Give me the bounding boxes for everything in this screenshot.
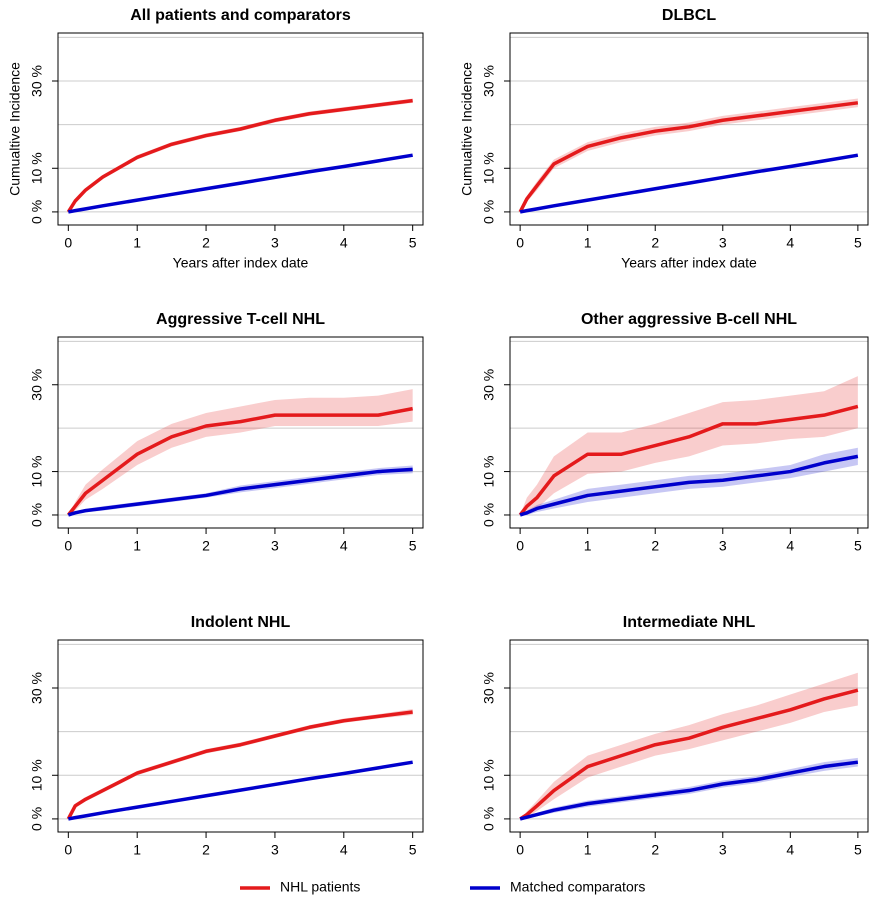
x-tick-label: 5 bbox=[854, 842, 862, 858]
y-tick-label: 10 % bbox=[481, 152, 497, 184]
y-tick-label: 10 % bbox=[481, 456, 497, 488]
x-tick-label: 2 bbox=[651, 842, 659, 858]
legend-label: NHL patients bbox=[280, 879, 360, 895]
panel-title: Intermediate NHL bbox=[623, 614, 756, 631]
y-tick-label: 30 % bbox=[29, 672, 45, 704]
y-tick-label: 10 % bbox=[481, 759, 497, 791]
panel: 0 1 2 3 4 5 0 % 10 % 30 % All patients and compar… bbox=[7, 7, 424, 271]
incidence-line bbox=[518, 404, 859, 517]
x-tick-label: 3 bbox=[271, 842, 279, 858]
x-tick-label: 0 bbox=[64, 842, 72, 858]
y-tick-label: 0 % bbox=[481, 200, 497, 224]
y-tick-label: 30 % bbox=[481, 672, 497, 704]
x-tick-label: 0 bbox=[516, 842, 524, 858]
confidence-band bbox=[520, 672, 858, 819]
x-tick-label: 5 bbox=[409, 538, 417, 554]
y-tick-label: 10 % bbox=[29, 456, 45, 488]
x-tick-label: 4 bbox=[786, 235, 794, 251]
plot-frame bbox=[509, 639, 869, 833]
panel: 0 1 2 3 4 5 0 % 10 % 30 % Aggressive T-cell NHL bbox=[29, 311, 424, 554]
incidence-line bbox=[518, 101, 859, 213]
incidence-line bbox=[519, 153, 859, 214]
x-tick-label: 4 bbox=[786, 842, 794, 858]
incidence-line bbox=[68, 760, 413, 821]
x-tick-label: 5 bbox=[409, 235, 417, 251]
y-tick-label: 0 % bbox=[29, 503, 45, 527]
y-axis-label: Cumualtive Incidence bbox=[7, 62, 23, 196]
legend: NHL patients Matched comparators bbox=[240, 879, 645, 895]
x-tick-label: 1 bbox=[133, 842, 141, 858]
plot-frame bbox=[57, 639, 424, 833]
x-tick-label: 5 bbox=[854, 538, 862, 554]
x-tick-label: 4 bbox=[340, 538, 348, 554]
y-tick-label: 0 % bbox=[29, 807, 45, 831]
x-tick-label: 0 bbox=[516, 235, 524, 251]
panel: 0 1 2 3 4 5 0 % 10 % 30 % Indolent NHL bbox=[29, 614, 424, 858]
x-tick-label: 3 bbox=[719, 842, 727, 858]
plot-frame bbox=[57, 32, 424, 226]
x-tick-label: 2 bbox=[202, 842, 210, 858]
x-tick-label: 4 bbox=[786, 538, 794, 554]
x-tick-label: 2 bbox=[202, 235, 210, 251]
x-tick-label: 1 bbox=[584, 842, 592, 858]
x-axis-label: Years after index date bbox=[173, 255, 309, 271]
x-tick-label: 0 bbox=[516, 538, 524, 554]
y-tick-label: 0 % bbox=[481, 807, 497, 831]
x-tick-label: 2 bbox=[202, 538, 210, 554]
incidence-line bbox=[66, 98, 413, 213]
panel: 0 1 2 3 4 5 0 % 10 % 30 % DLBCL Years after index … bbox=[459, 7, 869, 271]
panel-title: Other aggressive B-cell NHL bbox=[581, 311, 797, 328]
x-tick-label: 3 bbox=[719, 235, 727, 251]
plot-frame bbox=[509, 32, 869, 226]
confidence-band bbox=[68, 389, 413, 515]
y-tick-label: 30 % bbox=[481, 369, 497, 401]
confidence-band bbox=[68, 98, 413, 212]
panel: 0 1 2 3 4 5 0 % 10 % 30 % Other aggressive B-cell… bbox=[481, 311, 869, 554]
x-tick-label: 5 bbox=[409, 842, 417, 858]
x-tick-label: 3 bbox=[719, 538, 727, 554]
x-tick-label: 1 bbox=[584, 538, 592, 554]
x-tick-label: 4 bbox=[340, 842, 348, 858]
x-tick-label: 0 bbox=[64, 538, 72, 554]
panel-title: All patients and comparators bbox=[130, 7, 351, 24]
x-tick-label: 1 bbox=[133, 235, 141, 251]
y-tick-label: 10 % bbox=[29, 759, 45, 791]
plot-frame bbox=[509, 336, 869, 529]
x-axis-label: Years after index date bbox=[621, 255, 757, 271]
incidence-line bbox=[66, 710, 413, 820]
confidence-band bbox=[520, 376, 858, 515]
x-tick-label: 2 bbox=[651, 235, 659, 251]
y-tick-label: 0 % bbox=[481, 503, 497, 527]
panel-title: Aggressive T-cell NHL bbox=[156, 311, 325, 328]
confidence-band bbox=[68, 708, 413, 819]
x-tick-label: 1 bbox=[133, 538, 141, 554]
panel-title: Indolent NHL bbox=[191, 614, 291, 631]
incidence-line bbox=[67, 467, 413, 517]
incidence-line bbox=[519, 760, 859, 821]
y-tick-label: 30 % bbox=[29, 369, 45, 401]
y-tick-label: 10 % bbox=[29, 152, 45, 184]
incidence-line bbox=[519, 688, 859, 821]
incidence-line bbox=[519, 454, 859, 517]
incidence-line bbox=[68, 153, 413, 214]
confidence-band bbox=[520, 98, 858, 212]
x-tick-label: 0 bbox=[64, 235, 72, 251]
x-tick-label: 5 bbox=[854, 235, 862, 251]
y-tick-label: 0 % bbox=[29, 200, 45, 224]
x-tick-label: 1 bbox=[584, 235, 592, 251]
panel: 0 1 2 3 4 5 0 % 10 % 30 % Intermediate NHL bbox=[481, 614, 869, 858]
plot-frame bbox=[57, 336, 424, 529]
incidence-line bbox=[66, 406, 413, 517]
y-tick-label: 30 % bbox=[29, 65, 45, 97]
y-axis-label: Cumualtive Incidence bbox=[459, 62, 475, 196]
y-tick-label: 30 % bbox=[481, 65, 497, 97]
legend-label: Matched comparators bbox=[510, 879, 645, 895]
x-tick-label: 3 bbox=[271, 538, 279, 554]
x-tick-label: 4 bbox=[340, 235, 348, 251]
x-tick-label: 2 bbox=[651, 538, 659, 554]
confidence-band bbox=[520, 757, 858, 819]
panel-title: DLBCL bbox=[662, 7, 716, 24]
x-tick-label: 3 bbox=[271, 235, 279, 251]
